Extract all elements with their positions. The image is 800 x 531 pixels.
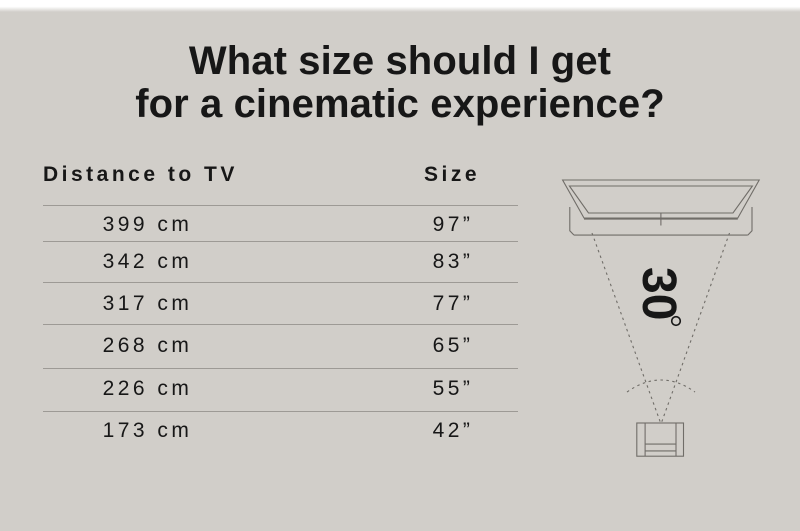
svg-text:30: 30 bbox=[632, 267, 685, 320]
